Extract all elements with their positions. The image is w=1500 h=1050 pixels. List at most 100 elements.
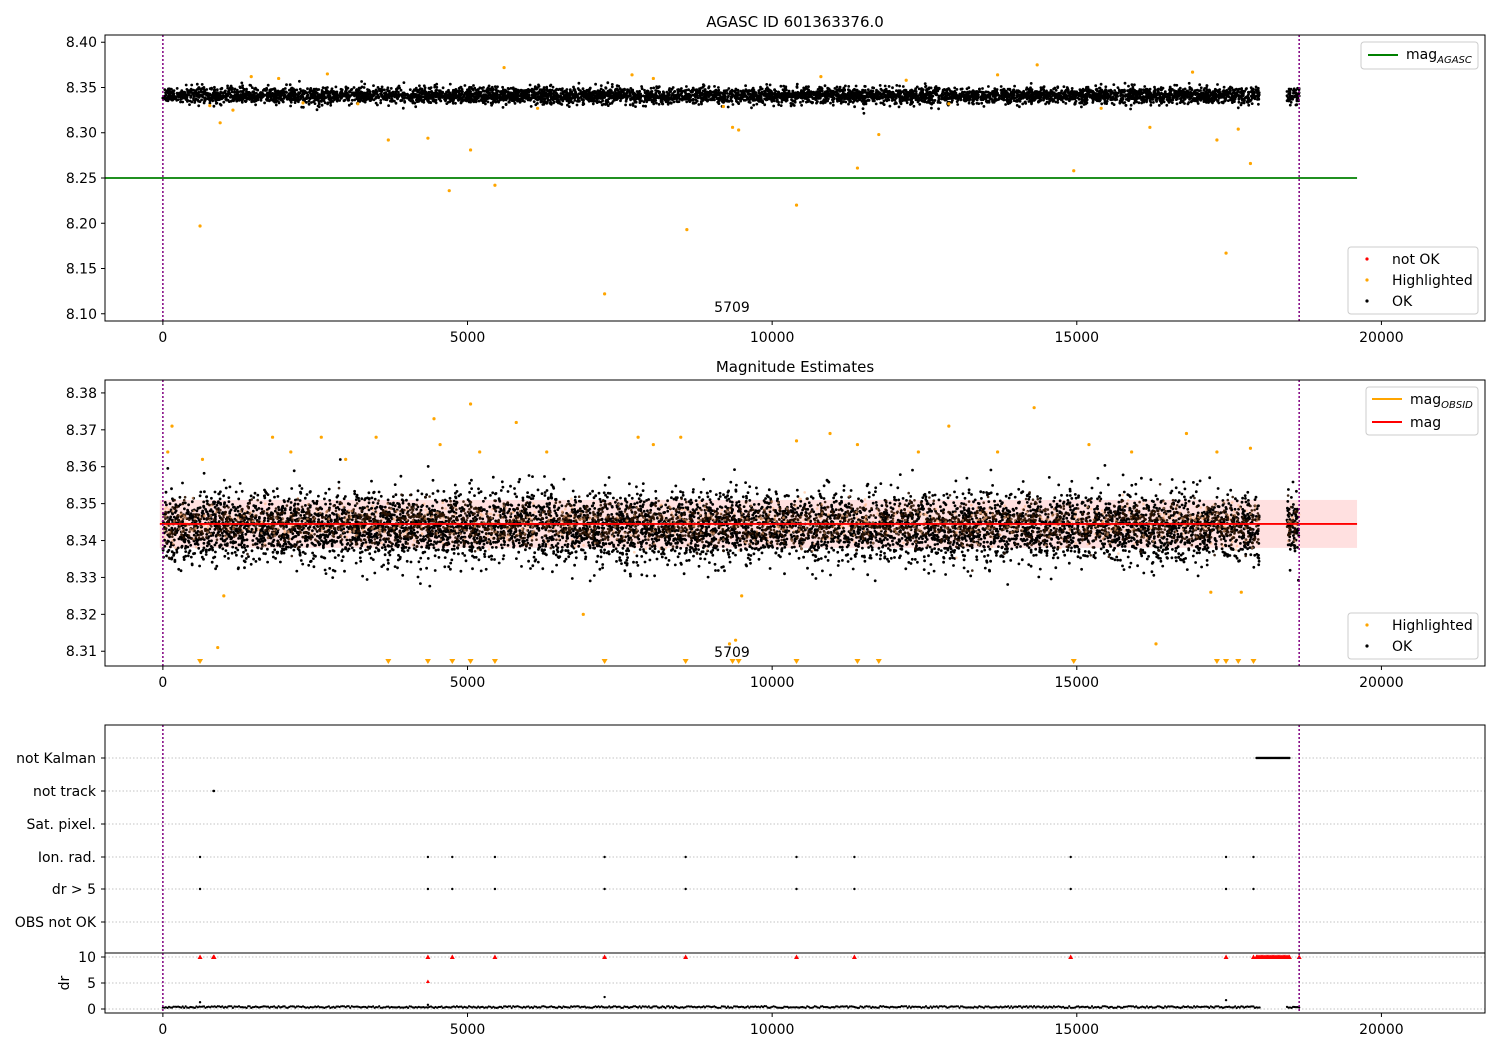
panel1-title: AGASC ID 601363376.0	[706, 13, 884, 31]
ok-point	[694, 98, 698, 101]
ok-point	[576, 87, 580, 90]
ok-point	[628, 103, 632, 107]
ok-point	[222, 100, 226, 104]
ok-point	[815, 101, 818, 105]
ok-point	[610, 83, 614, 86]
ok-point	[618, 87, 622, 90]
ok-point	[433, 100, 436, 103]
ok-point	[727, 87, 731, 90]
ok-point	[586, 97, 589, 101]
ok-point	[218, 102, 222, 106]
ok-point	[199, 93, 203, 97]
ok-point	[697, 103, 701, 106]
ok-point	[685, 85, 688, 88]
panel1-ticks: 0 5000 10000 15000 200008.108.158.208.258.30…	[66, 35, 1404, 346]
ok-point	[549, 83, 553, 87]
ok-point	[266, 96, 270, 100]
ok-point	[755, 94, 759, 98]
ok-point	[945, 91, 949, 95]
ok-point	[403, 100, 407, 103]
ok-point	[415, 96, 418, 99]
ok-point	[676, 97, 679, 100]
ok-point	[936, 101, 940, 104]
ok-point	[929, 92, 933, 96]
ok-point	[703, 88, 707, 91]
ok-point	[691, 99, 695, 102]
ok-point	[912, 96, 915, 100]
ok-point	[190, 83, 194, 87]
ok-point	[702, 83, 705, 86]
ok-point	[1103, 89, 1107, 93]
ok-point	[315, 108, 319, 112]
ok-point	[457, 99, 460, 102]
ok-point	[1240, 87, 1243, 90]
ok-point	[968, 90, 971, 94]
ok-point	[650, 100, 654, 104]
ok-point	[310, 101, 313, 104]
ok-point	[1067, 97, 1070, 100]
ok-point	[422, 100, 426, 104]
ok-point	[413, 93, 417, 97]
ok-point	[736, 91, 740, 94]
ok-point	[266, 83, 270, 87]
ok-point	[532, 100, 536, 103]
panel-agasc: AGASC ID 601363376.0 0 5000 10000 15000 2000…	[66, 13, 1486, 346]
ok-point	[1154, 98, 1158, 102]
ok-point	[1021, 102, 1025, 106]
ok-point	[851, 101, 855, 104]
ok-point	[1203, 87, 1206, 90]
ok-point	[980, 101, 984, 105]
ok-point	[289, 96, 293, 100]
ok-point	[657, 102, 661, 106]
ok-point	[671, 86, 675, 89]
ok-point	[661, 97, 665, 101]
ok-point	[685, 100, 689, 104]
ok-point	[401, 106, 405, 110]
ok-point	[801, 99, 805, 103]
ok-point	[536, 86, 540, 89]
ok-point	[226, 84, 230, 88]
ok-point	[991, 100, 995, 104]
ok-point	[286, 94, 290, 97]
ok-point	[1062, 85, 1066, 88]
ok-point	[263, 101, 266, 105]
ok-point	[1107, 89, 1111, 93]
ok-point	[168, 87, 172, 91]
ok-point	[1205, 84, 1209, 88]
ok-point	[871, 86, 874, 90]
ok-point	[573, 99, 577, 102]
ok-point	[225, 98, 228, 102]
ok-point	[717, 86, 720, 89]
ok-point	[755, 102, 759, 106]
ok-point	[1129, 103, 1133, 107]
ok-point	[707, 98, 711, 101]
ok-point	[898, 84, 901, 88]
ok-point	[937, 98, 941, 101]
ok-point	[417, 90, 421, 94]
x-tick-label: 10000	[750, 330, 795, 346]
ok-point	[668, 87, 671, 90]
ok-point	[641, 104, 645, 108]
ok-point	[844, 84, 847, 88]
ok-point	[588, 86, 592, 90]
ok-point	[912, 104, 916, 108]
ok-point	[795, 86, 799, 89]
ok-point	[621, 90, 625, 94]
ok-point	[326, 102, 329, 106]
y-tick-label: 8.20	[66, 216, 97, 232]
ok-point	[582, 98, 585, 102]
ok-point	[298, 87, 302, 91]
ok-point	[321, 86, 325, 90]
ok-point	[978, 87, 981, 91]
ok-point	[1018, 99, 1022, 103]
ok-point	[696, 96, 700, 100]
ok-point	[1202, 100, 1206, 103]
ok-point	[1237, 100, 1241, 104]
ok-point	[363, 82, 367, 86]
ok-point	[950, 93, 954, 97]
ok-point	[730, 99, 734, 103]
ok-point	[448, 82, 452, 86]
ok-point	[435, 82, 439, 86]
ok-point	[867, 98, 871, 102]
